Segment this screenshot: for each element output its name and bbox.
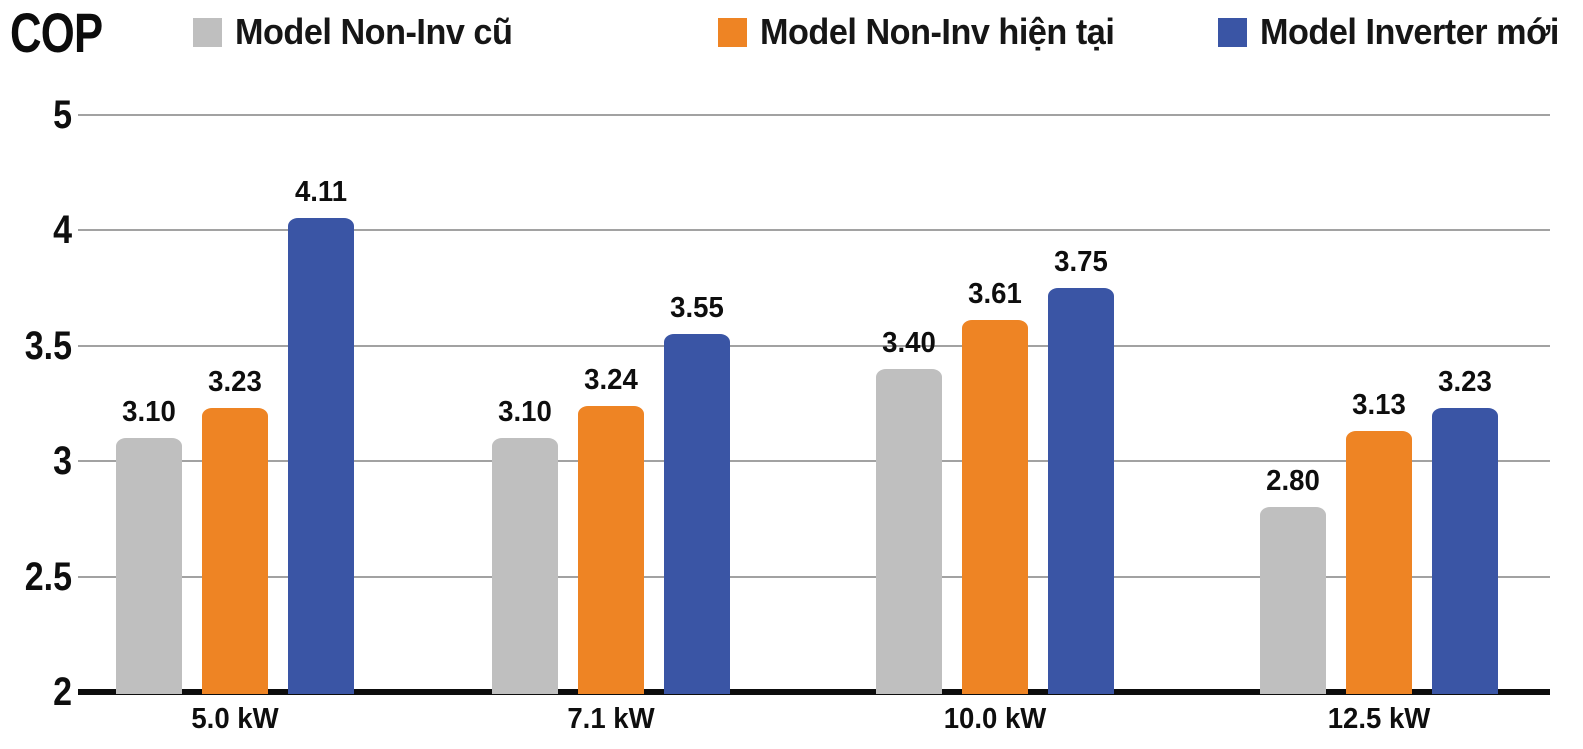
- grid-line: [78, 229, 1550, 232]
- value-label: 3.40: [882, 326, 936, 359]
- category-label: 5.0 kW: [191, 703, 279, 735]
- y-axis-tick-label: 3.5: [24, 323, 72, 368]
- legend-item: Model Non-Inv cũ: [193, 11, 527, 52]
- value-label: 3.10: [122, 396, 176, 429]
- value-label: 3.23: [208, 366, 262, 399]
- y-axis-tick-label: 3: [53, 439, 72, 484]
- legend-label: Model Inverter mới: [1260, 11, 1559, 52]
- grid-line: [78, 575, 1550, 578]
- value-label: 3.61: [968, 278, 1022, 311]
- bar-non-inv-cu: [492, 438, 558, 694]
- y-axis-tick-label: 2.5: [24, 554, 72, 599]
- legend-label: Model Non-Inv hiện tại: [760, 11, 1115, 52]
- bar-inverter-moi: [1432, 408, 1498, 694]
- y-axis-tick-label: 4: [53, 208, 72, 253]
- y-axis-tick-label: 5: [53, 93, 72, 137]
- bar-non-inv-hien-tai: [962, 320, 1028, 694]
- chart-title: COP: [10, 1, 103, 64]
- category-label: 10.0 kW: [943, 703, 1047, 735]
- legend-item: Model Inverter mới: [1218, 11, 1575, 52]
- value-label: 3.10: [498, 396, 552, 429]
- bar-non-inv-hien-tai: [1346, 431, 1412, 694]
- category-label: 7.1 kW: [567, 703, 655, 735]
- value-label: 4.11: [294, 175, 348, 208]
- bar-non-inv-hien-tai: [202, 408, 268, 694]
- value-label: 3.24: [584, 363, 638, 396]
- bar-non-inv-cu: [116, 438, 182, 694]
- bar-inverter-moi: [1048, 288, 1114, 694]
- grid-line: [78, 114, 1550, 116]
- legend-swatch: [718, 17, 747, 47]
- value-label: 3.55: [670, 292, 724, 325]
- legend-swatch: [193, 17, 222, 47]
- y-axis-tick-label: 2: [53, 670, 72, 714]
- bar-non-inv-cu: [876, 368, 942, 694]
- bar-non-inv-hien-tai: [578, 405, 644, 694]
- value-label: 2.80: [1266, 465, 1320, 498]
- x-axis-line: [78, 689, 1550, 695]
- bar-inverter-moi: [664, 334, 730, 694]
- value-label: 3.23: [1438, 366, 1492, 399]
- bar-inverter-moi: [288, 217, 354, 694]
- legend-item: Model Non-Inv hiện tại: [718, 11, 1133, 52]
- bar-non-inv-cu: [1260, 507, 1326, 694]
- grid-line: [78, 460, 1550, 463]
- legend-swatch: [1218, 17, 1247, 47]
- grid-line: [78, 344, 1550, 347]
- legend-label: Model Non-Inv cũ: [235, 11, 513, 52]
- category-label: 12.5 kW: [1327, 703, 1431, 735]
- value-label: 3.75: [1054, 246, 1108, 279]
- value-label: 3.13: [1352, 389, 1406, 422]
